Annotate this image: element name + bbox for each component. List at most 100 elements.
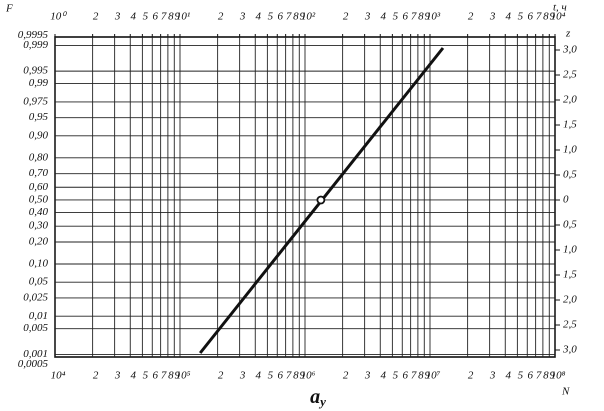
- y2-tick-label: 0,9995: [18, 29, 49, 41]
- x2-tick-label: 4: [131, 11, 137, 23]
- y2-tick-label: 0,95: [29, 111, 49, 123]
- x2-tick-label: 3: [239, 11, 246, 23]
- y-tick-label: 2,5: [563, 69, 577, 81]
- y-tick-label: 3,0: [562, 44, 577, 56]
- y-tick-label: 0,5: [563, 219, 577, 231]
- x2-tick-label: 3: [489, 11, 496, 23]
- y2-tick-label: 0,01: [29, 310, 48, 322]
- y2-tick-label: 0,995: [23, 65, 48, 77]
- x2-tick-label: 7: [286, 11, 292, 23]
- x2-tick-label: 8: [543, 11, 549, 23]
- x-tick-label: 4: [506, 370, 512, 382]
- x2-tick-label: 7: [161, 11, 167, 23]
- x-tick-label: 10⁸: [551, 370, 566, 382]
- x2-tick-label: 10⁰: [50, 11, 67, 23]
- x2-tick-label: 10³: [426, 11, 441, 23]
- y2-tick-label: 0,025: [23, 291, 48, 303]
- x2-tick-label: 8: [418, 11, 424, 23]
- y2-tick-label: 0,40: [29, 206, 49, 218]
- y-tick-label: 0,5: [563, 169, 577, 181]
- x-tick-label: 10⁵: [176, 370, 191, 382]
- x-tick-label: 4: [381, 370, 387, 382]
- y2-tick-label: 0,05: [29, 276, 49, 288]
- x-tick-label: 2: [468, 370, 474, 382]
- y2-tick-label: 0,60: [29, 181, 49, 193]
- y2-tick-label: 0,50: [29, 193, 49, 205]
- x-tick-label: 9: [300, 370, 306, 382]
- y-tick-label: 3,0: [562, 344, 577, 356]
- x-axis-label: ay: [310, 386, 326, 409]
- y2-tick-label: 0,001: [23, 348, 48, 360]
- x-tick-label: 10⁶: [301, 370, 316, 382]
- x2-axis-label: t, ч: [553, 2, 567, 14]
- x2-tick-label: 5: [393, 11, 399, 23]
- x2-tick-label: 9: [300, 11, 306, 23]
- y2-tick-label: 0,999: [23, 39, 48, 51]
- x-tick-label: 2: [343, 370, 349, 382]
- x-tick-label: 9: [550, 370, 556, 382]
- x-tick-label: 2: [218, 370, 224, 382]
- x2-tick-label: 10²: [301, 11, 316, 23]
- x2-tick-label: 6: [153, 11, 159, 23]
- y-tick-label: 0: [563, 194, 569, 206]
- x2-tick-label: 3: [114, 11, 121, 23]
- y2-tick-label: 0,0005: [18, 358, 49, 370]
- y2-tick-label: 0,99: [29, 77, 49, 89]
- y2-tick-label: 0,70: [29, 167, 49, 179]
- x2-tick-label: 4: [256, 11, 262, 23]
- x-axis-label-main: a: [310, 386, 320, 408]
- y2-tick-label: 0,30: [29, 220, 49, 232]
- x2-tick-label: 9: [550, 11, 556, 23]
- y2-tick-label: 0,80: [29, 151, 49, 163]
- x-tick-label: 5: [268, 370, 274, 382]
- y2-tick-label: 0,90: [29, 129, 49, 141]
- x2-tick-label: 6: [528, 11, 534, 23]
- x2-tick-label: 4: [506, 11, 512, 23]
- x-tick-label: 6: [403, 370, 409, 382]
- x-tick-label: 8: [168, 370, 174, 382]
- x2-tick-label: 2: [218, 11, 224, 23]
- y2-axis-label: F: [5, 3, 13, 15]
- y-tick-label: 1,0: [563, 244, 577, 256]
- x2-tick-label: 8: [293, 11, 299, 23]
- y2-tick-label: 0,975: [23, 95, 48, 107]
- x-tick-label: 2: [93, 370, 99, 382]
- x2-tick-label: 7: [411, 11, 417, 23]
- x2-tick-label: 10¹: [176, 11, 190, 23]
- x-unit-label: N: [561, 386, 570, 398]
- x-tick-label: 6: [278, 370, 284, 382]
- x2-tick-label: 5: [268, 11, 274, 23]
- x2-tick-label: 2: [468, 11, 474, 23]
- x2-tick-label: 8: [168, 11, 174, 23]
- x2-tick-label: 4: [381, 11, 387, 23]
- x-tick-label: 6: [153, 370, 159, 382]
- x-tick-label: 7: [286, 370, 292, 382]
- y-axis-label: z: [565, 28, 571, 40]
- x-tick-label: 5: [143, 370, 149, 382]
- x-tick-label: 8: [293, 370, 299, 382]
- x-tick-label: 6: [528, 370, 534, 382]
- x-axis-label-sub: y: [318, 394, 326, 409]
- x-tick-label: 9: [175, 370, 181, 382]
- x-tick-label: 4: [131, 370, 137, 382]
- x-tick-label: 4: [256, 370, 262, 382]
- x2-tick-label: 9: [175, 11, 181, 23]
- x-tick-label: 8: [418, 370, 424, 382]
- x2-tick-label: 9: [425, 11, 431, 23]
- x-tick-label: 7: [536, 370, 542, 382]
- y-tick-label: 1,5: [563, 269, 577, 281]
- x2-tick-label: 3: [364, 11, 371, 23]
- x-tick-label: 5: [518, 370, 524, 382]
- x-tick-label: 5: [393, 370, 399, 382]
- y2-tick-label: 0,20: [29, 236, 49, 248]
- y-tick-label: 2,0: [563, 94, 577, 106]
- y2-tick-label: 0,005: [23, 322, 48, 334]
- x-tick-label: 3: [239, 370, 246, 382]
- x-tick-label: 3: [489, 370, 496, 382]
- x2-tick-label: 10⁴: [551, 11, 566, 23]
- point-marker: [316, 195, 326, 205]
- x2-tick-label: 6: [278, 11, 284, 23]
- x2-tick-label: 5: [518, 11, 524, 23]
